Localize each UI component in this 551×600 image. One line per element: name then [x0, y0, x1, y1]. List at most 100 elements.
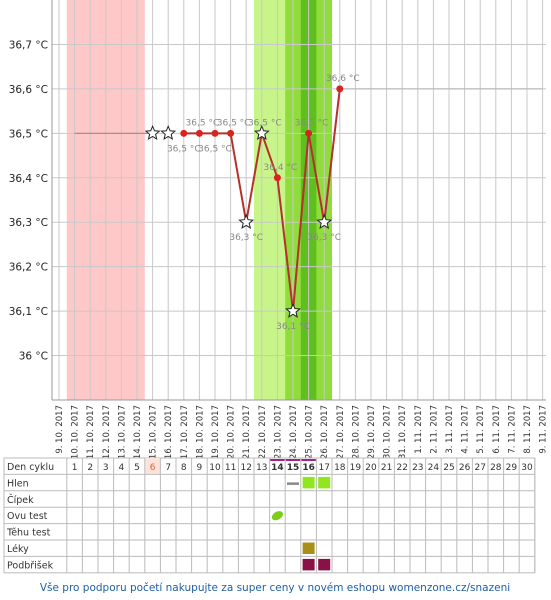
x-tick-label: 23. 10. 2017 [273, 405, 283, 459]
day-number: 28 [490, 463, 502, 473]
day-number: 14 [271, 463, 284, 473]
x-tick-label: 18. 10. 2017 [195, 405, 205, 459]
day-mark [301, 459, 316, 461]
row-header: Léky [7, 544, 29, 555]
x-tick-label: 12. 10. 2017 [102, 405, 112, 459]
x-tick-label: 29. 10. 2017 [367, 405, 377, 459]
row-header: Ovu test [7, 511, 48, 522]
day-number: 24 [428, 463, 440, 473]
footer: Vše pro podporu početí nakupujte za supe… [40, 582, 510, 594]
x-tick-label: 25. 10. 2017 [305, 405, 315, 459]
day-mark [285, 459, 301, 461]
day-number: 8 [181, 463, 187, 473]
day-number: 25 [443, 463, 454, 473]
day-number: 3 [103, 463, 109, 473]
day-number: 9 [197, 463, 203, 473]
row-header: Podbřišek [7, 560, 54, 571]
star-marker [285, 302, 301, 318]
star-marker [316, 213, 333, 229]
day-number: 19 [350, 463, 362, 473]
x-tick-label: 17. 10. 2017 [180, 405, 190, 459]
value-label: 36,3 °C [307, 233, 341, 243]
x-tick-label: 1. 11. 2017 [414, 405, 424, 454]
y-tick-label: 36 °C [19, 351, 48, 363]
value-label: 36,5 °C [186, 118, 220, 128]
x-tick-label: 19. 10. 2017 [211, 405, 221, 459]
row-header: Hlen [7, 478, 29, 489]
star-marker [253, 125, 270, 141]
day-number: 13 [256, 463, 267, 473]
day-number: 18 [334, 463, 346, 473]
y-tick-label: 36,5 °C [9, 128, 48, 140]
mucus-icon [302, 476, 315, 489]
y-tick-label: 36,7 °C [9, 39, 48, 51]
y-tick-label: 36,2 °C [9, 262, 48, 274]
day-number: 29 [506, 463, 518, 473]
day-number: 26 [459, 463, 471, 473]
x-tick-label: 24. 10. 2017 [289, 405, 299, 459]
row-header: Čípek [7, 494, 34, 506]
mucus-icon [287, 482, 299, 485]
dot-marker [227, 129, 235, 137]
day-number: 27 [474, 463, 485, 473]
x-tick-label: 8. 11. 2017 [523, 405, 533, 454]
day-number: 22 [396, 463, 407, 473]
dot-marker [180, 129, 188, 137]
x-tick-label: 21. 10. 2017 [242, 405, 252, 459]
x-tick-label: 13. 10. 2017 [117, 405, 127, 459]
star-marker [238, 213, 255, 229]
day-number: 16 [302, 463, 315, 473]
x-tick-label: 31. 10. 2017 [398, 405, 408, 459]
pain-icon [302, 558, 315, 571]
x-tick-label: 9. 11. 2017 [539, 405, 549, 454]
day-number: 21 [381, 463, 392, 473]
star-marker [144, 125, 161, 141]
value-label: 36,5 °C [217, 118, 251, 128]
day-number: 23 [412, 463, 423, 473]
value-label: 36,5 °C [248, 118, 282, 128]
value-label: 36,6 °C [326, 74, 360, 84]
value-label: 36,5 °C [198, 144, 232, 154]
value-label: 36,5 °C [295, 118, 329, 128]
day-number: 30 [521, 463, 533, 473]
x-tick-label: 6. 11. 2017 [492, 405, 502, 454]
star-marker [160, 125, 177, 141]
x-tick-label: 28. 10. 2017 [351, 405, 361, 459]
y-tick-label: 36,6 °C [9, 84, 48, 96]
x-tick-label: 14. 10. 2017 [133, 405, 143, 459]
x-tick-label: 16. 10. 2017 [164, 405, 174, 459]
ovu-test-icon [271, 511, 283, 521]
x-tick-label: 3. 11. 2017 [445, 405, 455, 454]
medication-icon [302, 542, 315, 554]
dot-marker [195, 129, 203, 137]
dot-marker [211, 129, 219, 137]
x-tick-label: 2. 11. 2017 [429, 405, 439, 454]
mucus-icon [318, 476, 331, 489]
day-number: 15 [287, 463, 300, 473]
x-tick-label: 7. 11. 2017 [507, 405, 517, 454]
value-label: 36,5 °C [167, 144, 201, 154]
x-tick-label: 10. 10. 2017 [71, 405, 81, 459]
day-number: 12 [240, 463, 251, 473]
x-tick-label: 20. 10. 2017 [227, 405, 237, 459]
y-tick-label: 36,3 °C [9, 217, 48, 229]
value-label: 36,1 °C [276, 322, 310, 332]
x-tick-label: 5. 11. 2017 [476, 405, 486, 454]
x-tick-label: 30. 10. 2017 [383, 405, 393, 459]
x-tick-label: 27. 10. 2017 [336, 405, 346, 459]
day-number: 20 [365, 463, 377, 473]
day-number: 1 [72, 463, 78, 473]
day-number: 4 [119, 463, 125, 473]
pain-icon [318, 558, 331, 571]
value-label: 36,3 °C [229, 233, 263, 243]
day-number: 10 [209, 463, 221, 473]
day-number: 17 [318, 463, 329, 473]
y-tick-label: 36,1 °C [9, 306, 48, 318]
day-number: 6 [150, 463, 156, 473]
x-tick-label: 26. 10. 2017 [320, 405, 330, 459]
row-header: Den cyklu [7, 462, 54, 473]
dot-marker [273, 174, 281, 182]
day-number: 2 [87, 463, 93, 473]
